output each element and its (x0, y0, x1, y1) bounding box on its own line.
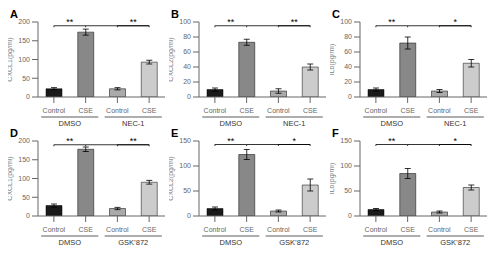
svg-text:CXCL1(pg/ml): CXCL1(pg/ml) (8, 156, 14, 200)
svg-text:0: 0 (187, 93, 191, 100)
svg-text:*: * (292, 136, 296, 146)
svg-text:0: 0 (26, 93, 30, 100)
svg-text:20: 20 (183, 78, 191, 85)
svg-text:**: ** (388, 17, 396, 27)
svg-text:CSE: CSE (239, 226, 254, 233)
svg-text:*: * (453, 136, 457, 146)
svg-text:GSK’872: GSK’872 (279, 238, 309, 246)
svg-text:Control: Control (267, 107, 290, 114)
svg-text:100: 100 (18, 175, 30, 182)
svg-text:60: 60 (344, 48, 352, 55)
html-text:E: E (171, 127, 179, 139)
svg-text:60: 60 (183, 48, 191, 55)
svg-text:CXCL2(pg/ml): CXCL2(pg/ml) (169, 156, 175, 200)
svg-text:**: ** (227, 136, 235, 146)
svg-text:150: 150 (179, 137, 191, 144)
svg-text:IL6(pg/ml): IL6(pg/ml) (330, 163, 336, 195)
svg-text:Control: Control (106, 226, 129, 233)
svg-text:Control: Control (365, 107, 388, 114)
svg-text:200: 200 (18, 137, 30, 144)
html-text:A: A (10, 8, 18, 20)
html-text:D: D (10, 127, 18, 139)
svg-text:50: 50 (22, 194, 30, 201)
svg-text:100: 100 (18, 56, 30, 63)
svg-text:DMSO: DMSO (220, 238, 243, 246)
svg-text:NEC-1: NEC-1 (444, 119, 467, 127)
svg-text:CSE: CSE (142, 107, 157, 114)
svg-text:150: 150 (340, 137, 352, 144)
svg-text:50: 50 (183, 187, 191, 194)
svg-text:100: 100 (179, 18, 191, 25)
svg-text:200: 200 (18, 18, 30, 25)
html-text:B: B (171, 8, 179, 20)
svg-text:Control: Control (267, 226, 290, 233)
svg-text:Control: Control (428, 226, 451, 233)
svg-text:DMSO: DMSO (381, 238, 404, 246)
svg-text:**: ** (130, 17, 138, 27)
svg-text:100: 100 (179, 162, 191, 169)
svg-text:**: ** (66, 136, 74, 146)
svg-text:CSE: CSE (78, 107, 93, 114)
html-text:F: F (332, 127, 339, 139)
svg-text:CSE: CSE (142, 226, 157, 233)
svg-text:CSE: CSE (400, 107, 415, 114)
svg-text:CSE: CSE (464, 107, 479, 114)
svg-text:Control: Control (106, 107, 129, 114)
svg-text:20: 20 (344, 78, 352, 85)
svg-text:DMSO: DMSO (59, 119, 82, 127)
svg-text:40: 40 (344, 63, 352, 70)
svg-text:100: 100 (340, 18, 352, 25)
svg-text:CXCL1(pg/ml): CXCL1(pg/ml) (8, 37, 14, 81)
svg-text:0: 0 (26, 212, 30, 219)
svg-text:Control: Control (204, 226, 227, 233)
svg-text:0: 0 (348, 93, 352, 100)
svg-text:**: ** (291, 17, 299, 27)
svg-text:0: 0 (187, 212, 191, 219)
svg-text:NEC-1: NEC-1 (283, 119, 306, 127)
svg-text:80: 80 (183, 33, 191, 40)
svg-text:GSK’872: GSK’872 (440, 238, 470, 246)
svg-text:150: 150 (18, 156, 30, 163)
svg-text:CSE: CSE (239, 107, 254, 114)
svg-text:**: ** (388, 136, 396, 146)
svg-text:NEC-1: NEC-1 (122, 119, 145, 127)
svg-text:DMSO: DMSO (381, 119, 404, 127)
svg-text:Control: Control (428, 107, 451, 114)
svg-text:GSK’872: GSK’872 (118, 238, 148, 246)
svg-text:DMSO: DMSO (220, 119, 243, 127)
svg-text:Control: Control (365, 226, 388, 233)
svg-text:CSE: CSE (303, 107, 318, 114)
svg-text:Control: Control (204, 107, 227, 114)
svg-text:CSE: CSE (464, 226, 479, 233)
svg-text:50: 50 (344, 187, 352, 194)
svg-text:**: ** (66, 17, 74, 27)
svg-text:DMSO: DMSO (59, 238, 82, 246)
svg-text:80: 80 (344, 33, 352, 40)
svg-text:CSE: CSE (78, 226, 93, 233)
html-text:C: C (332, 8, 340, 20)
svg-text:100: 100 (340, 162, 352, 169)
svg-text:50: 50 (22, 75, 30, 82)
svg-text:150: 150 (18, 37, 30, 44)
svg-text:**: ** (227, 17, 235, 27)
svg-text:0: 0 (348, 212, 352, 219)
svg-text:Control: Control (43, 107, 66, 114)
svg-text:CSE: CSE (400, 226, 415, 233)
svg-text:Control: Control (43, 226, 66, 233)
svg-text:CXCL2(pg/ml): CXCL2(pg/ml) (169, 37, 175, 81)
svg-text:**: ** (130, 136, 138, 146)
svg-text:40: 40 (183, 63, 191, 70)
svg-text:CSE: CSE (303, 226, 318, 233)
svg-text:*: * (453, 17, 457, 27)
svg-text:IL6(pg/ml): IL6(pg/ml) (330, 44, 336, 76)
